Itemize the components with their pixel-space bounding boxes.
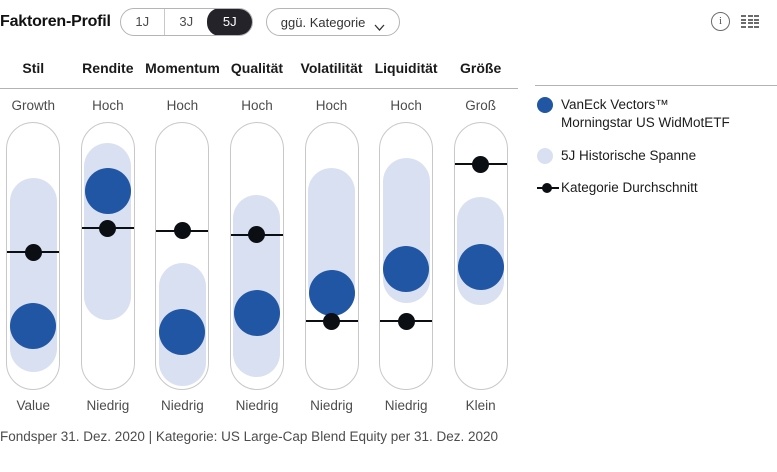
legend-item-fund: VanEck Vectors™ Morningstar US WidMotETF — [537, 96, 772, 132]
factor-top-label: Hoch — [92, 98, 124, 113]
factor-name: Volatilität — [300, 60, 363, 76]
factor-top-label: Hoch — [315, 98, 348, 113]
factor-top-label: Hoch — [241, 98, 273, 113]
period-button-1j[interactable]: 1J — [135, 14, 150, 29]
factor-column-momentum: Momentum Hoch Niedrig — [145, 60, 220, 430]
factor-track — [6, 122, 61, 390]
factor-name: Qualität — [230, 60, 284, 76]
factor-column-qualität: Qualität Hoch Niedrig — [220, 60, 295, 430]
factor-track — [80, 122, 135, 390]
factor-columns: Stil Growth Value Rendite Hoch Niedrig Momentu… — [0, 60, 524, 430]
header: Faktoren-Profil 1J 3J 5J ggü. Kategorie — [0, 8, 401, 36]
legend-item-range: 5J Historische Spanne — [537, 147, 772, 165]
historical-range — [233, 194, 281, 378]
category-marker-icon — [537, 179, 561, 197]
factor-track — [453, 122, 508, 390]
fund-value-dot — [84, 167, 131, 214]
factor-bottom-label: Niedrig — [86, 398, 130, 413]
factor-track — [155, 122, 210, 390]
comparison-dropdown[interactable]: ggü. Kategorie — [265, 8, 401, 36]
range-marker-icon — [537, 147, 553, 164]
factor-name: Stil — [22, 60, 45, 76]
footer-note: Fondsper 31. Dez. 2020 | Kategorie: US L… — [0, 429, 499, 444]
legend-divider — [535, 85, 777, 86]
factor-bottom-label: Klein — [465, 398, 496, 413]
page-title: Faktoren-Profil — [0, 13, 111, 30]
legend: VanEck Vectors™ Morningstar US WidMotETF… — [537, 96, 772, 212]
legend-range-label: 5J Historische Spanne — [561, 147, 697, 163]
category-average-dot — [248, 226, 266, 244]
factor-column-größe: Größe Groß Klein — [443, 60, 518, 430]
info-icon[interactable]: i — [711, 12, 730, 31]
factor-name: Rendite — [82, 60, 134, 76]
fund-value-dot — [383, 246, 430, 293]
factor-top-label: Groß — [465, 98, 497, 113]
fund-value-dot — [10, 303, 57, 350]
factor-bottom-label: Niedrig — [384, 398, 428, 413]
category-average-dot — [24, 243, 42, 261]
category-average-dot — [99, 219, 117, 237]
category-average-dot — [472, 155, 490, 173]
legend-category-label: Kategorie Durchschnitt — [561, 180, 698, 196]
fund-value-dot — [159, 308, 206, 355]
comparison-dropdown-label: ggü. Kategorie — [280, 14, 366, 30]
factor-column-liquidität: Liquidität Hoch Niedrig — [369, 60, 444, 430]
factor-name: Liquidität — [374, 60, 438, 76]
factor-bottom-label: Niedrig — [235, 398, 279, 413]
factor-column-rendite: Rendite Hoch Niedrig — [71, 60, 146, 430]
legend-fund-line1: VanEck Vectors™ — [561, 97, 669, 112]
factor-bottom-label: Niedrig — [310, 398, 353, 413]
factor-bottom-label: Niedrig — [161, 398, 204, 413]
factor-track — [304, 122, 359, 390]
period-button-3j[interactable]: 3J — [163, 9, 208, 35]
category-average-dot — [323, 312, 341, 330]
fund-value-dot — [233, 290, 280, 337]
factor-track — [379, 122, 434, 390]
factor-column-stil: Stil Growth Value — [0, 60, 71, 430]
header-icons: i — [711, 12, 759, 31]
fund-marker-icon — [537, 97, 553, 113]
fund-value-dot — [308, 270, 355, 317]
factor-top-label: Hoch — [390, 98, 422, 113]
legend-fund-line2: Morningstar US WidMotETF — [561, 114, 730, 130]
chevron-down-icon — [374, 19, 385, 31]
factor-track — [229, 122, 284, 390]
factor-name: Momentum — [145, 60, 220, 76]
category-average-dot — [397, 312, 415, 330]
factor-top-label: Hoch — [166, 98, 199, 113]
data-table-icon[interactable] — [741, 15, 759, 28]
factor-name: Größe — [460, 60, 502, 76]
period-toggle: 1J 3J 5J — [119, 8, 253, 36]
legend-item-category: Kategorie Durchschnitt — [537, 179, 772, 197]
fund-value-dot — [457, 243, 504, 290]
chart-header-divider — [0, 88, 518, 89]
factor-bottom-label: Value — [16, 398, 51, 413]
category-average-dot — [173, 222, 191, 240]
factor-column-volatilität: Volatilität Hoch Niedrig — [294, 60, 369, 430]
period-button-5j[interactable]: 5J — [206, 9, 252, 35]
factor-top-label: Growth — [11, 98, 56, 113]
